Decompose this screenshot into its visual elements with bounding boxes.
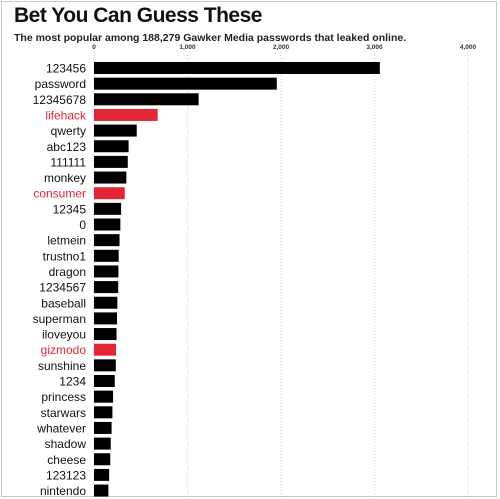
chart-subtitle: The most popular among 188,279 Gawker Me… xyxy=(14,32,407,44)
category-label: 0 xyxy=(79,218,86,232)
bar-1234 xyxy=(94,375,115,387)
bar-dragon xyxy=(94,265,119,278)
bar-sunshine xyxy=(94,359,116,372)
bar-shadow xyxy=(94,437,111,450)
category-label: shadow xyxy=(45,437,87,451)
chart-title: Bet You Can Guess These xyxy=(14,4,262,27)
category-label: 123123 xyxy=(46,468,86,482)
category-label: qwerty xyxy=(51,124,86,138)
category-label: consumer xyxy=(33,187,86,201)
bar-111111 xyxy=(94,155,128,168)
bar-starwars xyxy=(94,406,113,419)
bar-password xyxy=(94,77,277,90)
bar-letmein xyxy=(94,234,120,247)
bar-trustno1 xyxy=(94,249,119,262)
bar-1234567 xyxy=(94,281,119,294)
category-label: gizmodo xyxy=(41,343,87,357)
bar-superman xyxy=(94,312,118,325)
category-label: trustno1 xyxy=(43,249,87,263)
bar-baseball xyxy=(94,296,118,309)
category-label: dragon xyxy=(49,265,86,279)
category-label: 12345 xyxy=(53,202,87,216)
category-label: superman xyxy=(33,312,86,326)
category-label: 1234567 xyxy=(39,281,86,295)
category-label: password xyxy=(35,77,86,91)
bar-iloveyou xyxy=(94,328,117,341)
x-tick-label: 0 xyxy=(92,44,96,51)
category-label: whatever xyxy=(36,421,86,435)
bar-whatever xyxy=(94,421,112,434)
x-axis-ticks: 0 1,000 2,000 3,000 4,000 xyxy=(92,44,476,51)
category-label: abc123 xyxy=(47,140,87,154)
bars xyxy=(94,62,380,497)
bar-cheese xyxy=(94,453,111,466)
x-tick-label: 3,000 xyxy=(366,44,383,51)
bar-12345 xyxy=(94,202,122,215)
bar-princess xyxy=(94,390,114,403)
category-label: 123456 xyxy=(46,62,86,76)
bar-abc123 xyxy=(94,140,129,153)
category-label: cheese xyxy=(47,453,86,467)
x-tick-label: 4,000 xyxy=(460,44,477,51)
category-label: nintendo xyxy=(40,484,86,498)
bar-monkey xyxy=(94,171,127,184)
category-label: 12345678 xyxy=(33,93,87,107)
category-label: baseball xyxy=(41,296,86,310)
bar-0 xyxy=(94,218,121,231)
category-label: princess xyxy=(41,390,86,404)
category-label: iloveyou xyxy=(42,328,86,342)
bar-123123 xyxy=(94,468,110,481)
bar-nintendo xyxy=(94,484,109,497)
x-tick-label: 2,000 xyxy=(273,44,290,51)
category-label: starwars xyxy=(41,406,86,420)
category-label: 111111 xyxy=(50,155,86,169)
category-label: 1234 xyxy=(59,375,86,389)
category-label: monkey xyxy=(44,171,86,185)
category-label: sunshine xyxy=(38,359,86,373)
category-label: lifehack xyxy=(45,108,87,122)
x-tick-label: 1,000 xyxy=(179,44,196,51)
bar-123456 xyxy=(94,62,380,74)
category-label: letmein xyxy=(47,234,86,248)
bar-gizmodo xyxy=(94,343,117,356)
bar-12345678 xyxy=(94,93,199,106)
bar-lifehack xyxy=(94,108,158,121)
bar-consumer xyxy=(94,187,125,200)
bar-qwerty xyxy=(94,124,137,137)
